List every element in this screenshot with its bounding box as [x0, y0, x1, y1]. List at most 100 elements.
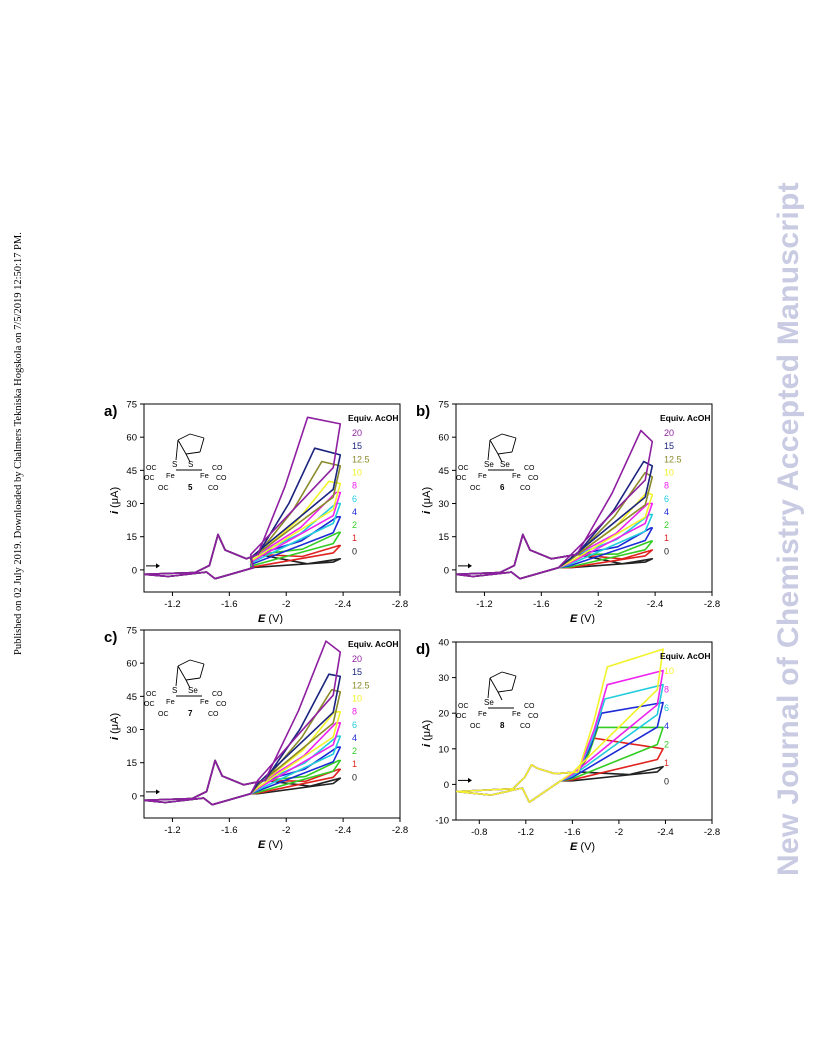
- svg-text:CO: CO: [212, 465, 223, 472]
- y-axis-label: i (μA): [109, 487, 121, 514]
- svg-text:Se: Se: [484, 460, 494, 469]
- legend-label-8: 8: [664, 481, 669, 491]
- y-tick-label: -10: [435, 816, 449, 827]
- y-axis-label: i (μA): [421, 720, 433, 747]
- y-axis-label: i (μA): [109, 713, 121, 740]
- side-note-text: Published on 02 July 2019. Downloaded by…: [13, 232, 24, 655]
- sweep-arrow-head: [468, 777, 472, 783]
- legend-label-20: 20: [352, 428, 362, 438]
- legend-title: Equiv. AcOH: [660, 651, 711, 661]
- legend-label-0: 0: [664, 546, 669, 556]
- y-tick-label: 30: [438, 499, 449, 510]
- y-tick-label: 10: [438, 744, 449, 755]
- svg-text:OC: OC: [456, 475, 467, 482]
- svg-text:S: S: [188, 460, 193, 469]
- legend-label-2: 2: [352, 746, 357, 756]
- panel-c: 0 15 30 45 60 75 -1.2 -1.6 -2 -2.4 -2.8 E (V) i (μA)…: [100, 622, 410, 852]
- y-tick-label: 60: [126, 433, 137, 444]
- legend-label-1: 1: [352, 759, 357, 769]
- svg-text:CO: CO: [208, 485, 219, 492]
- compound-number: 8: [500, 721, 505, 730]
- y-tick-label: 45: [438, 466, 449, 477]
- svg-text:OC: OC: [470, 485, 481, 492]
- svg-text:OC: OC: [158, 485, 169, 492]
- cv-curve-8: [144, 491, 342, 580]
- svg-text:Se: Se: [500, 460, 510, 469]
- plot-frame: [143, 403, 401, 593]
- cv-curve-10: [456, 648, 664, 803]
- svg-text:Fe: Fe: [166, 697, 175, 706]
- cv-curve-4: [456, 701, 664, 803]
- svg-text:CO: CO: [520, 485, 531, 492]
- x-tick-label: -2.4: [335, 599, 351, 610]
- y-tick-label: 0: [132, 565, 137, 576]
- legend-title: Equiv. AcOH: [348, 413, 399, 423]
- legend-label-20: 20: [664, 428, 674, 438]
- legend-label-12.5: 12.5: [352, 454, 370, 464]
- x-tick-label: -2: [282, 825, 290, 836]
- legend-label-2: 2: [352, 520, 357, 530]
- x-tick-label: -1.6: [221, 599, 237, 610]
- y-axis-label: i (μA): [421, 487, 433, 514]
- cv-curve-1: [456, 737, 664, 803]
- legend-label-6: 6: [352, 720, 357, 730]
- svg-text:OC: OC: [144, 701, 155, 708]
- legend-label-20: 20: [352, 654, 362, 664]
- x-tick-label: -1.6: [564, 827, 580, 838]
- legend-label-1: 1: [664, 533, 669, 543]
- y-tick-label: 15: [126, 532, 137, 543]
- svg-text:OC: OC: [146, 465, 157, 472]
- svg-text:OC: OC: [158, 711, 169, 718]
- cv-curve-1: [144, 759, 342, 806]
- x-tick-label: -2.8: [392, 599, 408, 610]
- panel-label: c): [104, 629, 117, 646]
- svg-text:Fe: Fe: [478, 471, 487, 480]
- y-tick-label: 45: [126, 692, 137, 703]
- svg-text:CO: CO: [524, 465, 535, 472]
- x-tick-label: -2.4: [335, 825, 351, 836]
- x-tick-label: -0.8: [471, 827, 487, 838]
- svg-text:OC: OC: [458, 465, 469, 472]
- panel-b: 0 15 30 45 60 75 -1.2 -1.6 -2 -2.4 -2.8 E (V) i (μA)…: [412, 396, 722, 626]
- cv-curve-20: [456, 429, 654, 580]
- y-tick-label: 30: [438, 673, 449, 684]
- y-tick-label: 0: [444, 565, 449, 576]
- x-tick-label: -2: [282, 599, 290, 610]
- plot-frame: [143, 629, 401, 819]
- x-tick-label: -2: [594, 599, 602, 610]
- svg-text:S: S: [172, 686, 177, 695]
- cv-curve-12.5: [456, 471, 654, 580]
- legend-label-4: 4: [352, 733, 357, 743]
- x-tick-label: -2.8: [392, 825, 408, 836]
- legend-label-2: 2: [664, 740, 669, 750]
- legend-label-10: 10: [664, 666, 674, 676]
- svg-text:Fe: Fe: [512, 471, 521, 480]
- y-tick-label: 15: [438, 532, 449, 543]
- panel-a: 0 15 30 45 60 75 -1.2 -1.6 -2 -2.4 -2.8 E (V) i (μA)…: [100, 396, 410, 626]
- panel-label: d): [416, 641, 430, 658]
- curves: [144, 640, 342, 806]
- svg-text:Fe: Fe: [200, 697, 209, 706]
- legend-label-4: 4: [664, 721, 669, 731]
- panel-label: b): [416, 403, 430, 420]
- legend-title: Equiv. AcOH: [660, 413, 711, 423]
- y-tick-label: 15: [126, 758, 137, 769]
- legend-label-15: 15: [664, 441, 674, 451]
- legend-title: Equiv. AcOH: [348, 639, 399, 649]
- curves: [456, 429, 654, 580]
- y-tick-label: 75: [126, 626, 137, 637]
- curves: [144, 416, 342, 580]
- legend-label-1: 1: [664, 758, 669, 768]
- legend-label-6: 6: [352, 494, 357, 504]
- legend-label-10: 10: [352, 467, 362, 477]
- x-tick-label: -1.2: [164, 825, 180, 836]
- y-tick-label: 30: [126, 499, 137, 510]
- svg-text:OC: OC: [458, 703, 469, 710]
- x-tick-label: -2: [615, 827, 623, 838]
- legend-label-8: 8: [352, 481, 357, 491]
- cv-curve-20: [144, 416, 342, 580]
